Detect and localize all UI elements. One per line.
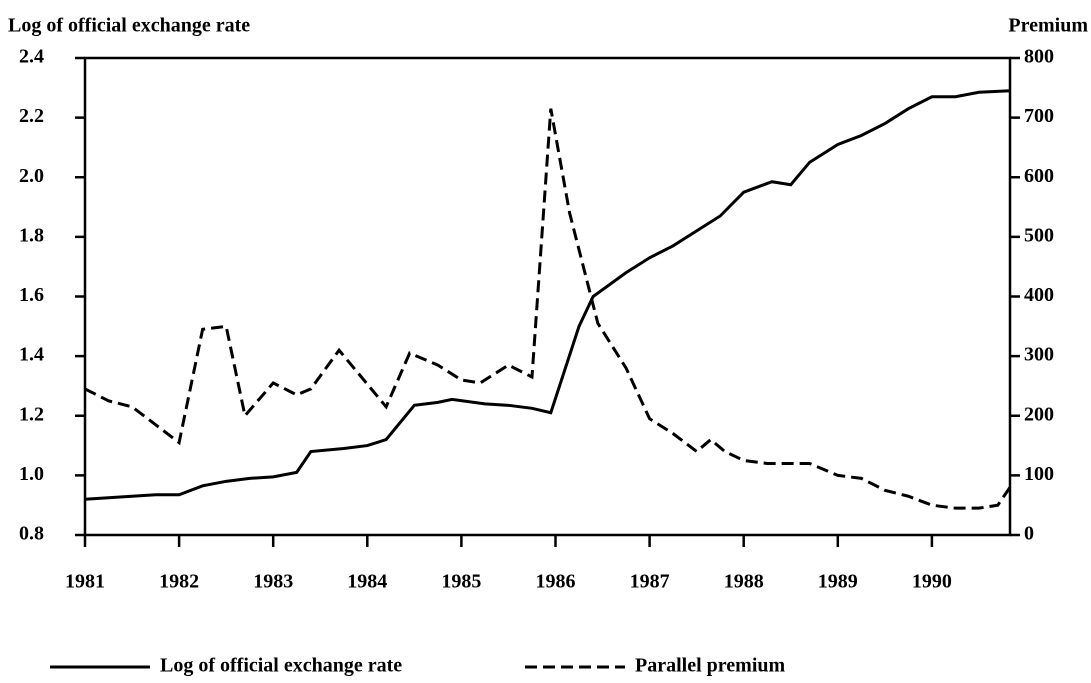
x-tick-label: 1985 [441, 571, 481, 593]
x-tick-label: 1982 [159, 571, 199, 593]
y2-tick-label: 200 [1024, 403, 1054, 425]
y-tick-label: 1.0 [19, 463, 44, 485]
y-tick-label: 0.8 [19, 523, 44, 545]
y-tick-label: 2.0 [19, 165, 44, 187]
x-tick-label: 1989 [818, 571, 858, 593]
x-tick-label: 1984 [347, 571, 387, 593]
y2-tick-label: 0 [1024, 523, 1034, 545]
y-axis-label: Log of official exchange rate [8, 15, 250, 37]
y-tick-label: 2.2 [19, 105, 44, 127]
x-tick-label: 1988 [724, 571, 764, 593]
legend-label: Parallel premium [635, 655, 785, 677]
y-tick-label: 1.6 [19, 284, 44, 306]
y2-tick-label: 400 [1024, 284, 1054, 306]
line-series [84, 108, 1012, 510]
y2-tick-label: 500 [1024, 224, 1054, 246]
y2-tick-label: 700 [1024, 105, 1054, 127]
y2-tick-label: 100 [1024, 463, 1054, 485]
y2-tick-label: 300 [1024, 344, 1054, 366]
x-tick-label: 1986 [535, 571, 575, 593]
x-tick-label: 1981 [65, 571, 105, 593]
line-series [84, 89, 1011, 501]
y-tick-label: 1.8 [19, 224, 44, 246]
x-tick-label: 1987 [630, 571, 670, 593]
y2-tick-label: 600 [1024, 165, 1054, 187]
y-tick-label: 1.4 [19, 344, 44, 366]
y2-axis-label: Premium [1008, 15, 1088, 37]
x-tick-label: 1983 [253, 571, 293, 593]
x-tick-label: 1990 [912, 571, 952, 593]
y-tick-label: 2.4 [19, 46, 44, 68]
y2-tick-label: 800 [1024, 46, 1054, 68]
legend-label: Log of official exchange rate [160, 655, 402, 677]
y-tick-label: 1.2 [19, 403, 44, 425]
